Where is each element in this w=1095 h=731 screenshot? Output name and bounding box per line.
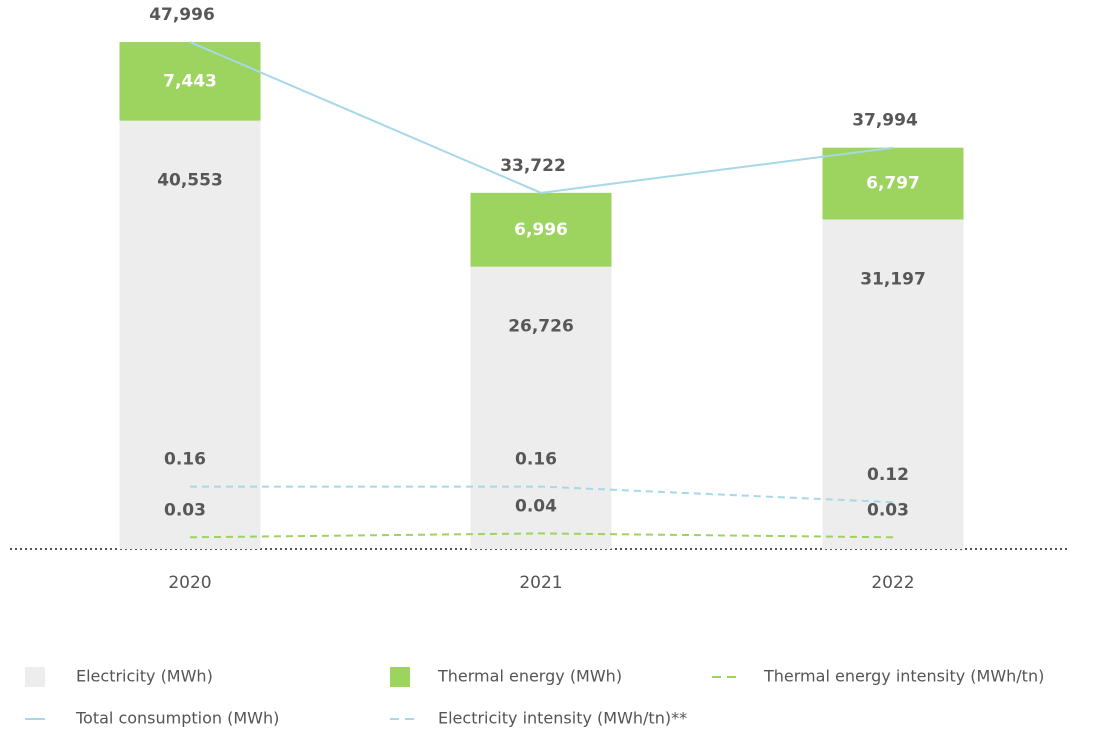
legend-label: Thermal energy intensity (MWh/tn) [763,667,1044,686]
bar [822,219,964,549]
data-label: 0.03 [164,500,206,520]
bar [119,42,261,121]
data-label: 26,726 [508,317,574,337]
data-label: 33,722 [500,156,566,176]
legend-swatch [25,667,45,687]
data-label: 7,443 [163,71,217,91]
legend-swatch [390,667,410,687]
x-tick-label: 2022 [871,573,914,593]
bar [470,192,612,267]
legend-label: Thermal energy (MWh) [437,667,622,686]
data-label: 0.16 [515,450,557,470]
data-label: 40,553 [157,171,223,191]
legend-label: Total consumption (MWh) [75,709,279,728]
bar [822,147,964,220]
data-label: 0.16 [164,450,206,470]
legend-label: Electricity intensity (MWh/tn)** [438,709,687,728]
data-label: 0.12 [867,465,909,485]
legend-label: Electricity (MWh) [76,667,213,686]
x-tick-label: 2020 [168,573,211,593]
bar [119,120,261,549]
line [189,41,894,194]
data-label: 47,996 [149,5,215,25]
data-label: 6,996 [514,220,568,240]
line [189,532,894,539]
line [190,485,894,504]
bar [470,266,612,549]
data-label: 31,197 [860,269,926,289]
data-label: 0.04 [515,496,557,516]
data-label: 37,994 [852,111,918,131]
x-tick-label: 2021 [519,573,562,593]
data-label: 6,797 [866,174,920,194]
data-label: 0.03 [867,500,909,520]
